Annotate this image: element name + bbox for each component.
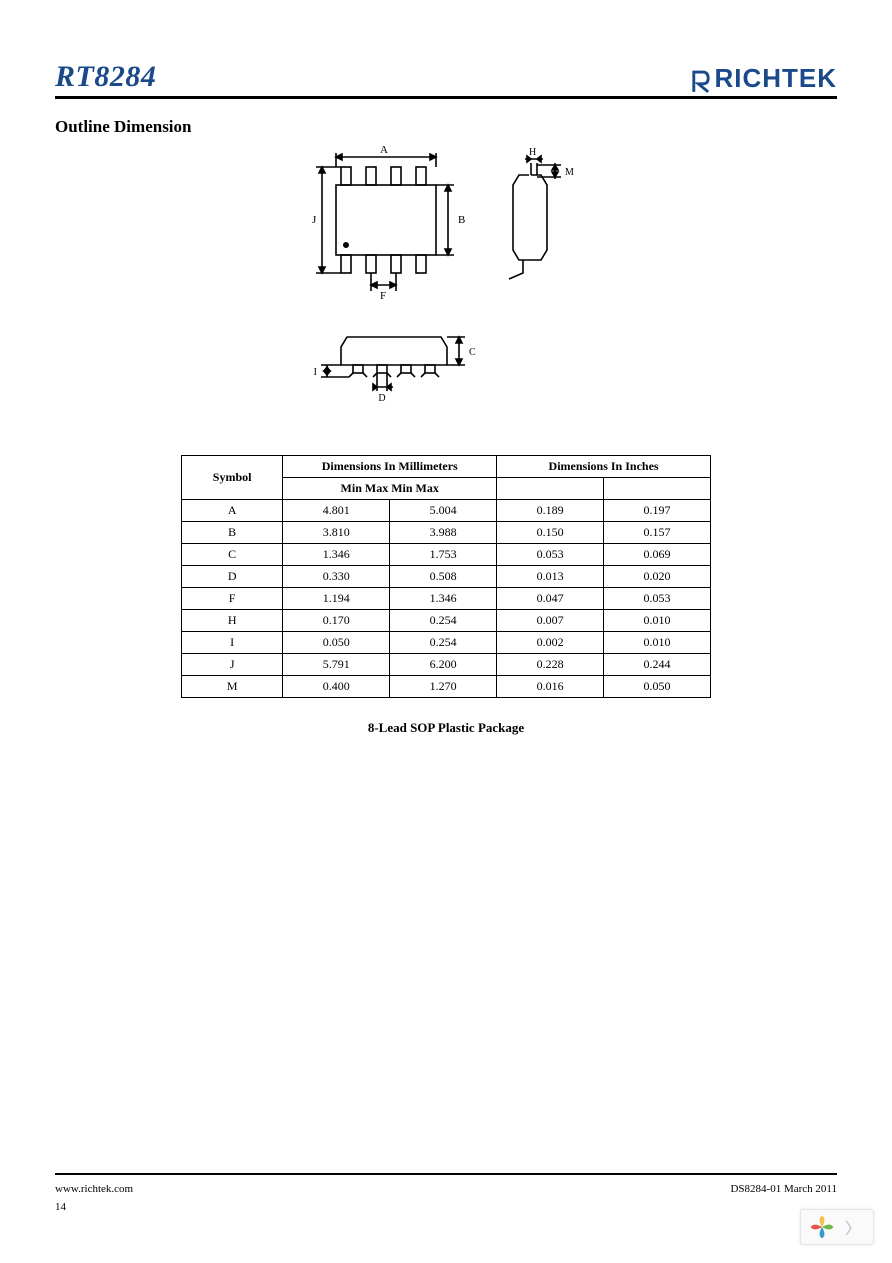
table-cell: 5.004 bbox=[390, 500, 497, 522]
table-cell: D bbox=[182, 566, 283, 588]
dim-label-C: C bbox=[469, 347, 476, 358]
table-cell: A bbox=[182, 500, 283, 522]
table-cell: 0.330 bbox=[283, 566, 390, 588]
table-row: J5.7916.2000.2280.244 bbox=[182, 654, 711, 676]
table-cell: 0.050 bbox=[283, 632, 390, 654]
table-cell: 6.200 bbox=[390, 654, 497, 676]
table-cell: 0.053 bbox=[497, 544, 604, 566]
datasheet-page: RT8284 RICHTEK Outline Dimension bbox=[0, 0, 892, 1263]
footer: www.richtek.com DS8284-01 March 2011 bbox=[55, 1183, 837, 1195]
dimensions-table: Symbol Dimensions In Millimeters Dimensi… bbox=[181, 455, 711, 698]
table-row: M0.4001.2700.0160.050 bbox=[182, 676, 711, 698]
package-caption: 8-Lead SOP Plastic Package bbox=[55, 720, 837, 736]
table-cell: I bbox=[182, 632, 283, 654]
th-sub-mm: Min Max Min Max bbox=[283, 478, 497, 500]
table-row: C1.3461.7530.0530.069 bbox=[182, 544, 711, 566]
table-row: B3.8103.9880.1500.157 bbox=[182, 522, 711, 544]
table-row: H0.1700.2540.0070.010 bbox=[182, 610, 711, 632]
table-cell: 0.013 bbox=[497, 566, 604, 588]
table-cell: 0.007 bbox=[497, 610, 604, 632]
table-cell: 0.069 bbox=[604, 544, 711, 566]
table-cell: 1.753 bbox=[390, 544, 497, 566]
footer-docrev: DS8284-01 March 2011 bbox=[730, 1183, 837, 1195]
dim-label-J: J bbox=[312, 214, 317, 226]
table-cell: 0.016 bbox=[497, 676, 604, 698]
table-cell: C bbox=[182, 544, 283, 566]
table-cell: 0.400 bbox=[283, 676, 390, 698]
table-cell: 0.170 bbox=[283, 610, 390, 632]
table-cell: 0.050 bbox=[604, 676, 711, 698]
th-in: Dimensions In Inches bbox=[497, 456, 711, 478]
table-cell: 3.988 bbox=[390, 522, 497, 544]
dim-label-H: H bbox=[529, 147, 536, 158]
table-cell: 0.002 bbox=[497, 632, 604, 654]
table-cell: 0.010 bbox=[604, 610, 711, 632]
table-cell: 4.801 bbox=[283, 500, 390, 522]
th-sub-in-min bbox=[497, 478, 604, 500]
table-cell: 1.346 bbox=[283, 544, 390, 566]
dim-label-M: M bbox=[565, 167, 574, 178]
th-symbol: Symbol bbox=[182, 456, 283, 500]
table-cell: 1.270 bbox=[390, 676, 497, 698]
table-cell: 0.020 bbox=[604, 566, 711, 588]
page-nav-widget[interactable]: 〉 bbox=[800, 1209, 874, 1245]
part-number: RT8284 bbox=[55, 60, 156, 94]
table-cell: 1.194 bbox=[283, 588, 390, 610]
footer-rule bbox=[55, 1173, 837, 1175]
table-cell: 0.053 bbox=[604, 588, 711, 610]
table-row: F1.1941.3460.0470.053 bbox=[182, 588, 711, 610]
dim-label-B: B bbox=[458, 214, 465, 226]
brand-icon bbox=[692, 70, 710, 94]
nav-next-icon[interactable]: 〉 bbox=[841, 1215, 865, 1239]
table-cell: 0.228 bbox=[497, 654, 604, 676]
dim-label-F: F bbox=[380, 290, 386, 302]
table-cell: 1.346 bbox=[390, 588, 497, 610]
outline-diagram: A B J F bbox=[55, 145, 837, 425]
table-cell: 5.791 bbox=[283, 654, 390, 676]
table-cell: B bbox=[182, 522, 283, 544]
th-mm: Dimensions In Millimeters bbox=[283, 456, 497, 478]
table-cell: J bbox=[182, 654, 283, 676]
table-cell: M bbox=[182, 676, 283, 698]
brand-logo-text: RICHTEK bbox=[692, 63, 837, 94]
table-cell: 3.810 bbox=[283, 522, 390, 544]
dim-label-D: D bbox=[378, 393, 385, 404]
table-cell: 0.189 bbox=[497, 500, 604, 522]
table-cell: 0.047 bbox=[497, 588, 604, 610]
dim-label-I: I bbox=[314, 367, 317, 378]
table-row: I0.0500.2540.0020.010 bbox=[182, 632, 711, 654]
page-header: RT8284 RICHTEK bbox=[55, 60, 837, 99]
dim-label-A: A bbox=[380, 145, 388, 156]
table-cell: 0.244 bbox=[604, 654, 711, 676]
table-cell: 0.254 bbox=[390, 632, 497, 654]
table-cell: 0.508 bbox=[390, 566, 497, 588]
section-title: Outline Dimension bbox=[55, 117, 837, 137]
footer-url: www.richtek.com bbox=[55, 1183, 133, 1195]
table-cell: 0.010 bbox=[604, 632, 711, 654]
table-cell: 0.254 bbox=[390, 610, 497, 632]
table-cell: H bbox=[182, 610, 283, 632]
package-diagram-svg: A B J F bbox=[276, 145, 616, 425]
table-row: A4.8015.0040.1890.197 bbox=[182, 500, 711, 522]
table-cell: 0.150 bbox=[497, 522, 604, 544]
nav-flower-icon bbox=[809, 1214, 835, 1240]
th-sub-in-max bbox=[604, 478, 711, 500]
table-row: D0.3300.5080.0130.020 bbox=[182, 566, 711, 588]
table-cell: F bbox=[182, 588, 283, 610]
table-cell: 0.157 bbox=[604, 522, 711, 544]
table-cell: 0.197 bbox=[604, 500, 711, 522]
page-number: 14 bbox=[55, 1201, 66, 1213]
brand-text: RICHTEK bbox=[714, 63, 837, 94]
